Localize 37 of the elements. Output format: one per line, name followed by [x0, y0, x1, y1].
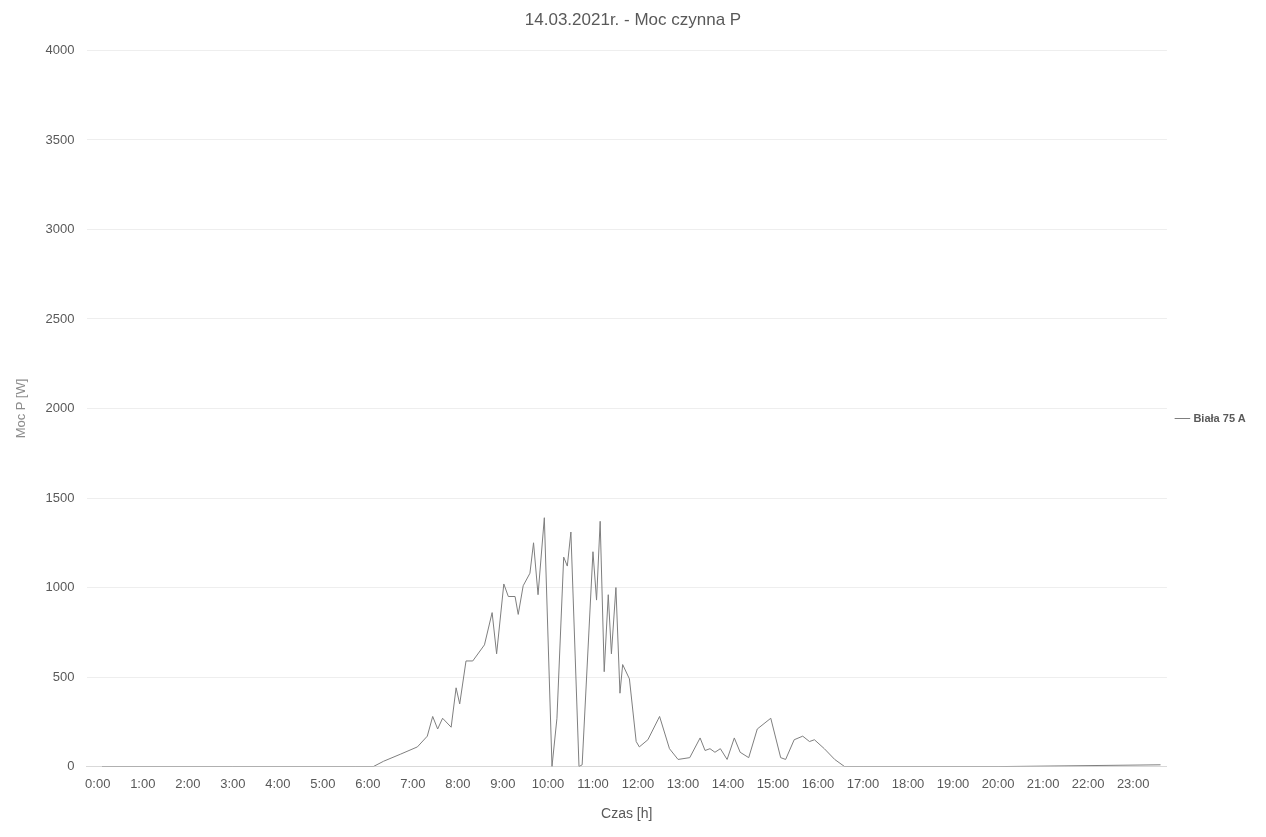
x-tick-label: 6:00	[355, 775, 381, 791]
y-tick-label: 500	[52, 668, 75, 684]
x-tick-label: 12:00	[621, 775, 655, 791]
y-tick-label: 1500	[45, 489, 75, 505]
x-tick-label: 20:00	[981, 775, 1015, 791]
legend-label: Biała 75 A	[1193, 411, 1246, 424]
x-tick-label: 14:00	[711, 775, 745, 791]
x-tick-label: 9:00	[490, 775, 516, 791]
x-tick-label: 4:00	[265, 775, 291, 791]
x-tick-label: 1:00	[130, 775, 156, 791]
x-tick-label: 2:00	[175, 775, 201, 791]
x-tick-label: 16:00	[801, 775, 835, 791]
y-axis-title: Moc P [W]	[13, 378, 29, 439]
x-tick-label: 19:00	[936, 775, 970, 791]
x-tick-label: 13:00	[666, 775, 700, 791]
x-tick-label: 7:00	[400, 775, 426, 791]
y-tick-label: 3000	[45, 221, 75, 237]
chart-title: 14.03.2021r. - Moc czynna P	[524, 9, 742, 29]
x-tick-label: 23:00	[1116, 775, 1150, 791]
x-axis-title: Czas [h]	[601, 805, 653, 822]
x-tick-label: 11:00	[577, 775, 609, 791]
x-tick-label: 15:00	[756, 775, 790, 791]
x-tick-label: 3:00	[220, 775, 246, 791]
y-tick-label: 3500	[45, 131, 75, 147]
x-tick-label: 22:00	[1071, 775, 1105, 791]
y-tick-label: 0	[67, 758, 75, 774]
x-tick-label: 18:00	[891, 775, 925, 791]
x-tick-label: 10:00	[531, 775, 565, 791]
y-tick-label: 2500	[45, 310, 75, 326]
x-tick-label: 5:00	[310, 775, 336, 791]
x-tick-label: 8:00	[445, 775, 471, 791]
x-tick-label: 0:00	[85, 775, 111, 791]
y-tick-label: 2000	[45, 400, 75, 416]
x-tick-label: 17:00	[846, 775, 880, 791]
y-tick-label: 4000	[45, 41, 75, 57]
y-tick-label: 1000	[45, 579, 75, 595]
x-tick-label: 21:00	[1026, 775, 1060, 791]
